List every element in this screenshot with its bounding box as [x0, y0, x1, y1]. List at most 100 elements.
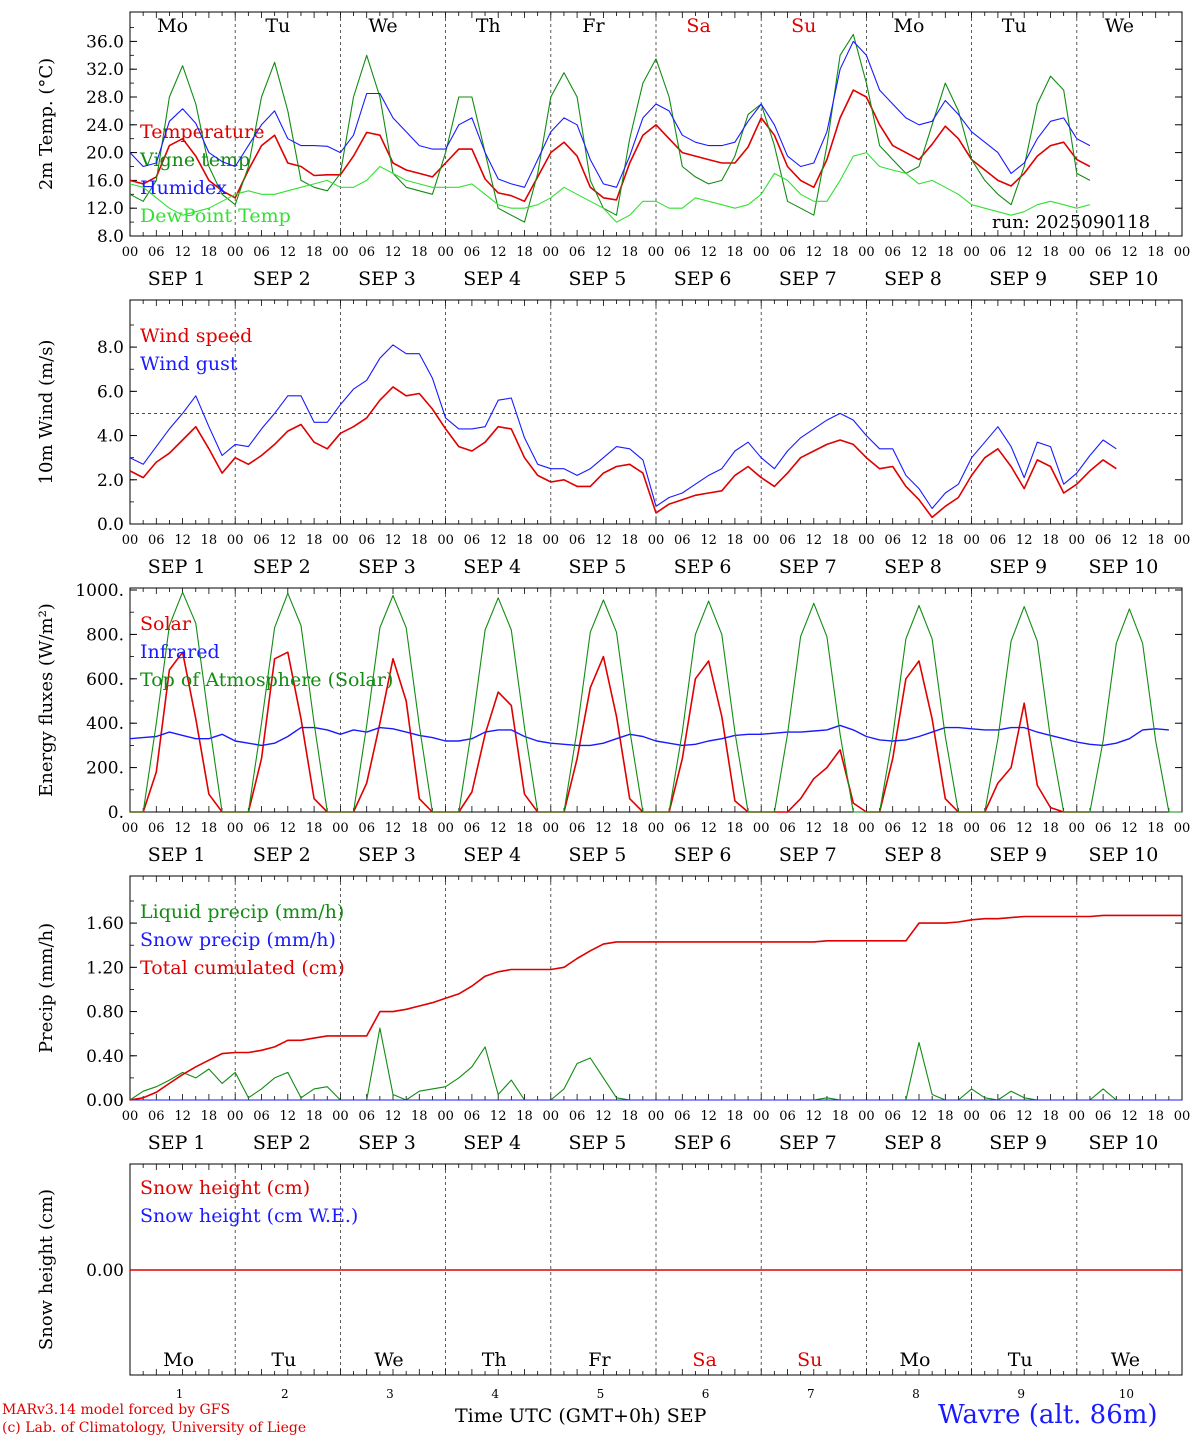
hour-tick-label: 00: [122, 533, 139, 548]
hour-tick-label: 06: [569, 533, 586, 548]
hour-tick-label: 06: [148, 245, 165, 260]
hour-tick-label: 06: [779, 245, 796, 260]
hour-tick-label: 06: [674, 821, 691, 836]
weekday-label: Fr: [588, 1349, 611, 1371]
panel-snow: 0.00 Snow height (cm) Snow height (cm) Snow…: [36, 1163, 1183, 1401]
y-tick-label: 8.0: [97, 227, 124, 247]
hour-tick-label: 18: [727, 245, 744, 260]
day-number-label: 7: [807, 1387, 815, 1401]
hour-tick-label: 18: [1042, 821, 1059, 836]
hour-tick-label: 00: [227, 1109, 244, 1124]
hour-tick-label: 06: [884, 245, 901, 260]
legend-entry: Wind gust: [140, 353, 238, 375]
panel-frame: [129, 299, 1183, 525]
hour-tick-label: 18: [937, 533, 954, 548]
x-axis-title: Time UTC (GMT+0h) SEP: [455, 1405, 707, 1427]
y-tick-label: 6.0: [97, 382, 124, 402]
hour-tick-label: 00: [437, 533, 454, 548]
panel-wind: 0.0 2.0 4.0 6.0 8.0 10m Wind (m/s) Wind speed W…: [36, 299, 1190, 578]
legend-entry: DewPoint Temp: [140, 205, 291, 227]
date-label: SEP 4: [463, 1132, 521, 1154]
hour-tick-label: 18: [1042, 1109, 1059, 1124]
hour-tick-label: 06: [464, 1109, 481, 1124]
hour-tick-label: 18: [201, 245, 218, 260]
y-tick-label: 0.80: [86, 1003, 124, 1023]
hour-tick-label: 12: [174, 821, 191, 836]
hour-tick-label: 00: [963, 1109, 980, 1124]
hour-tick-label: 06: [358, 1109, 375, 1124]
hour-tick-label: 06: [1095, 245, 1112, 260]
hour-tick-label: 00: [1069, 1109, 1086, 1124]
hour-tick-label: 06: [884, 1109, 901, 1124]
y-tick-label: 0.00: [86, 1261, 124, 1281]
hour-tick-label: 18: [621, 245, 638, 260]
legend-entry: Humidex: [140, 177, 227, 199]
hour-tick-label: 06: [569, 245, 586, 260]
hour-tick-label: 00: [1174, 1109, 1191, 1124]
date-label: SEP 2: [253, 268, 311, 290]
day-number-label: 4: [491, 1387, 499, 1401]
date-label: SEP 6: [674, 268, 732, 290]
legend-entry: Wind speed: [140, 325, 252, 347]
panel-frame: [129, 11, 1183, 237]
run-label: run: 2025090118: [992, 212, 1151, 233]
date-label: SEP 7: [779, 844, 837, 866]
date-label: SEP 6: [674, 556, 732, 578]
date-label: SEP 3: [358, 844, 416, 866]
date-label: SEP 3: [358, 556, 416, 578]
hour-tick-label: 06: [358, 245, 375, 260]
date-label: SEP 5: [568, 844, 626, 866]
weekday-label: We: [374, 1349, 403, 1371]
hour-tick-label: 06: [990, 533, 1007, 548]
y-tick-label: 800.: [86, 625, 124, 645]
hour-tick-label: 18: [1147, 533, 1164, 548]
hour-tick-label: 12: [1016, 821, 1033, 836]
weekday-label: Th: [482, 1349, 507, 1371]
series-line-top-of-atmosphere-solar-: [130, 591, 1182, 813]
hour-tick-label: 12: [595, 1109, 612, 1124]
hour-tick-label: 12: [385, 245, 402, 260]
hour-tick-label: 00: [122, 245, 139, 260]
hour-tick-label: 18: [621, 533, 638, 548]
y-tick-label: 20.0: [86, 144, 124, 164]
day-number-label: 2: [281, 1387, 289, 1401]
hour-tick-label: 00: [332, 533, 349, 548]
panel-temperature: 8.0 12.0 16.0 20.0 24.0 28.0 32.0 36.0 2m Temp. …: [36, 11, 1190, 290]
weekday-label: Tu: [265, 15, 290, 37]
hour-tick-label: 06: [779, 1109, 796, 1124]
weekday-label: Fr: [582, 15, 605, 37]
hour-tick-label: 06: [148, 1109, 165, 1124]
y-tick-label: 0.0: [97, 515, 124, 535]
y-tick-label: 0.: [108, 803, 124, 823]
hour-tick-label: 18: [621, 821, 638, 836]
hour-tick-label: 12: [1016, 245, 1033, 260]
hour-tick-label: 00: [332, 245, 349, 260]
hour-tick-label: 06: [990, 245, 1007, 260]
hour-tick-label: 00: [437, 245, 454, 260]
hour-tick-label: 00: [122, 821, 139, 836]
hour-tick-label: 12: [1121, 1109, 1138, 1124]
hour-tick-label: 18: [727, 1109, 744, 1124]
date-label: SEP 7: [779, 556, 837, 578]
hour-tick-label: 00: [1069, 821, 1086, 836]
hour-tick-label: 00: [753, 1109, 770, 1124]
y-tick-label: 200.: [86, 759, 124, 779]
date-label: SEP 9: [989, 1132, 1047, 1154]
hour-tick-label: 06: [253, 245, 270, 260]
hour-tick-label: 00: [227, 245, 244, 260]
y-tick-label: 2.0: [97, 471, 124, 491]
hour-tick-label: 00: [437, 821, 454, 836]
hour-tick-label: 00: [753, 245, 770, 260]
hour-tick-label: 18: [516, 821, 533, 836]
hour-tick-label: 00: [543, 821, 560, 836]
hour-tick-label: 06: [358, 821, 375, 836]
hour-tick-label: 18: [516, 533, 533, 548]
hour-tick-label: 18: [201, 1109, 218, 1124]
date-label: SEP 1: [148, 844, 206, 866]
series-line-liquid-precip-mm-h-: [129, 1027, 1143, 1101]
series-line-infrared: [129, 724, 1169, 747]
hour-tick-label: 06: [464, 533, 481, 548]
hour-tick-label: 12: [280, 821, 297, 836]
hour-tick-label: 12: [1121, 821, 1138, 836]
hour-tick-label: 12: [174, 1109, 191, 1124]
